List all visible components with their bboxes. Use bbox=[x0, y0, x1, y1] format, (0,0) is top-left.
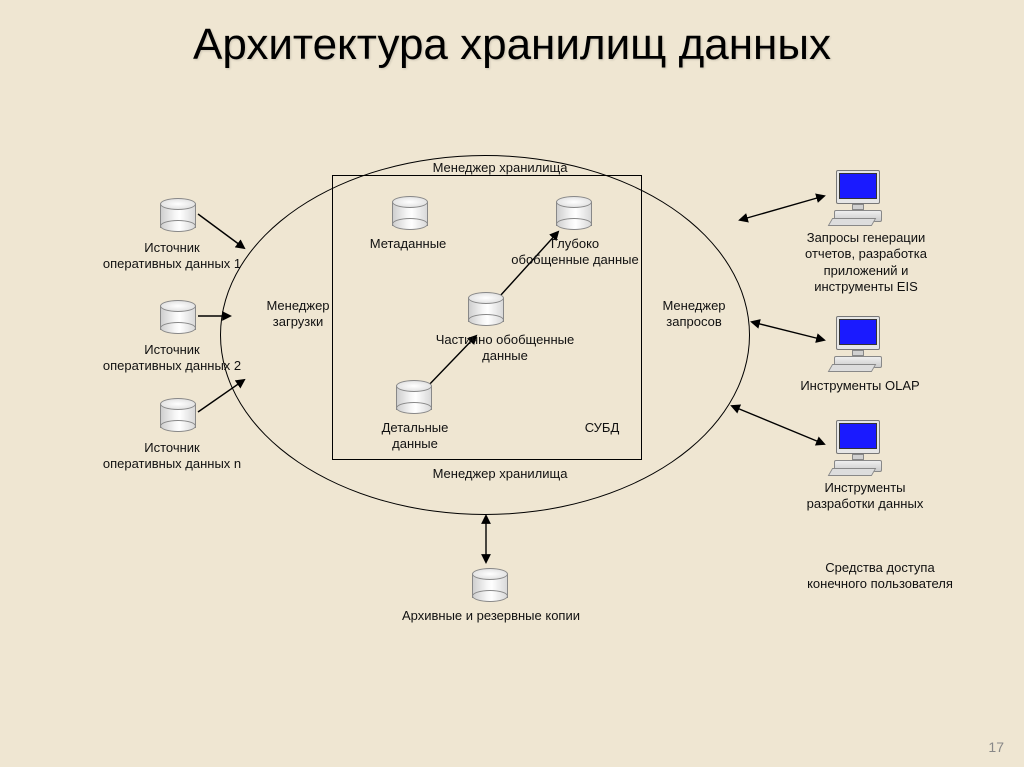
computer-icon bbox=[830, 170, 890, 226]
diagram-label: Менеджерзагрузки bbox=[258, 298, 338, 331]
database-icon bbox=[160, 398, 196, 432]
diagram-label: Менеджер хранилища bbox=[420, 160, 580, 176]
diagram-label: Менеджер хранилища bbox=[420, 466, 580, 482]
node-label: Детальныеданные bbox=[360, 420, 470, 453]
diagram-label: Средства доступаконечного пользователя bbox=[790, 560, 970, 593]
node-label: Глубокообобщенные данные bbox=[500, 236, 650, 269]
node-label: Инструменты OLAP bbox=[790, 378, 930, 394]
node-label: Инструментыразработки данных bbox=[790, 480, 940, 513]
database-icon bbox=[396, 380, 432, 414]
node-label: Источникоперативных данных 2 bbox=[92, 342, 252, 375]
slide: Архитектура хранилищ данных 17 Источнико… bbox=[0, 0, 1024, 767]
diagram-label: Менеджерзапросов bbox=[654, 298, 734, 331]
node-label: Частично обобщенныеданные bbox=[420, 332, 590, 365]
page-number: 17 bbox=[988, 739, 1004, 755]
database-icon bbox=[468, 292, 504, 326]
node-label: Архивные и резервные копии bbox=[386, 608, 596, 624]
node-label: Источникоперативных данных 1 bbox=[92, 240, 252, 273]
node-label: Метаданные bbox=[358, 236, 458, 252]
computer-icon bbox=[830, 420, 890, 476]
database-icon bbox=[472, 568, 508, 602]
database-icon bbox=[160, 198, 196, 232]
computer-icon bbox=[830, 316, 890, 372]
database-icon bbox=[392, 196, 428, 230]
slide-title: Архитектура хранилищ данных bbox=[0, 20, 1024, 70]
diagram-label: СУБД bbox=[572, 420, 632, 436]
node-label: Запросы генерацииотчетов, разработкаприл… bbox=[786, 230, 946, 295]
node-label: Источникоперативных данных n bbox=[92, 440, 252, 473]
database-icon bbox=[160, 300, 196, 334]
database-icon bbox=[556, 196, 592, 230]
